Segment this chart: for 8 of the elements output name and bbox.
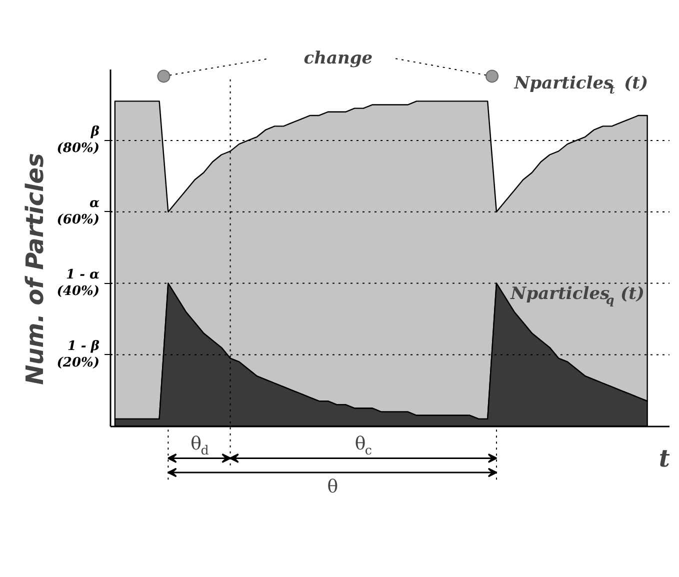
text: θ — [327, 476, 338, 498]
y-tick-label: 1 - α (40%) — [56, 268, 100, 300]
y-tick-label: β (80%) — [56, 124, 100, 156]
y-tick-label: 1 - β (20%) — [56, 338, 100, 370]
y-tick-label: α (60%) — [56, 196, 100, 228]
text: change — [304, 48, 373, 68]
y-axis-title: Num. of Particles — [20, 153, 49, 385]
x-axis-title: t — [658, 444, 670, 473]
